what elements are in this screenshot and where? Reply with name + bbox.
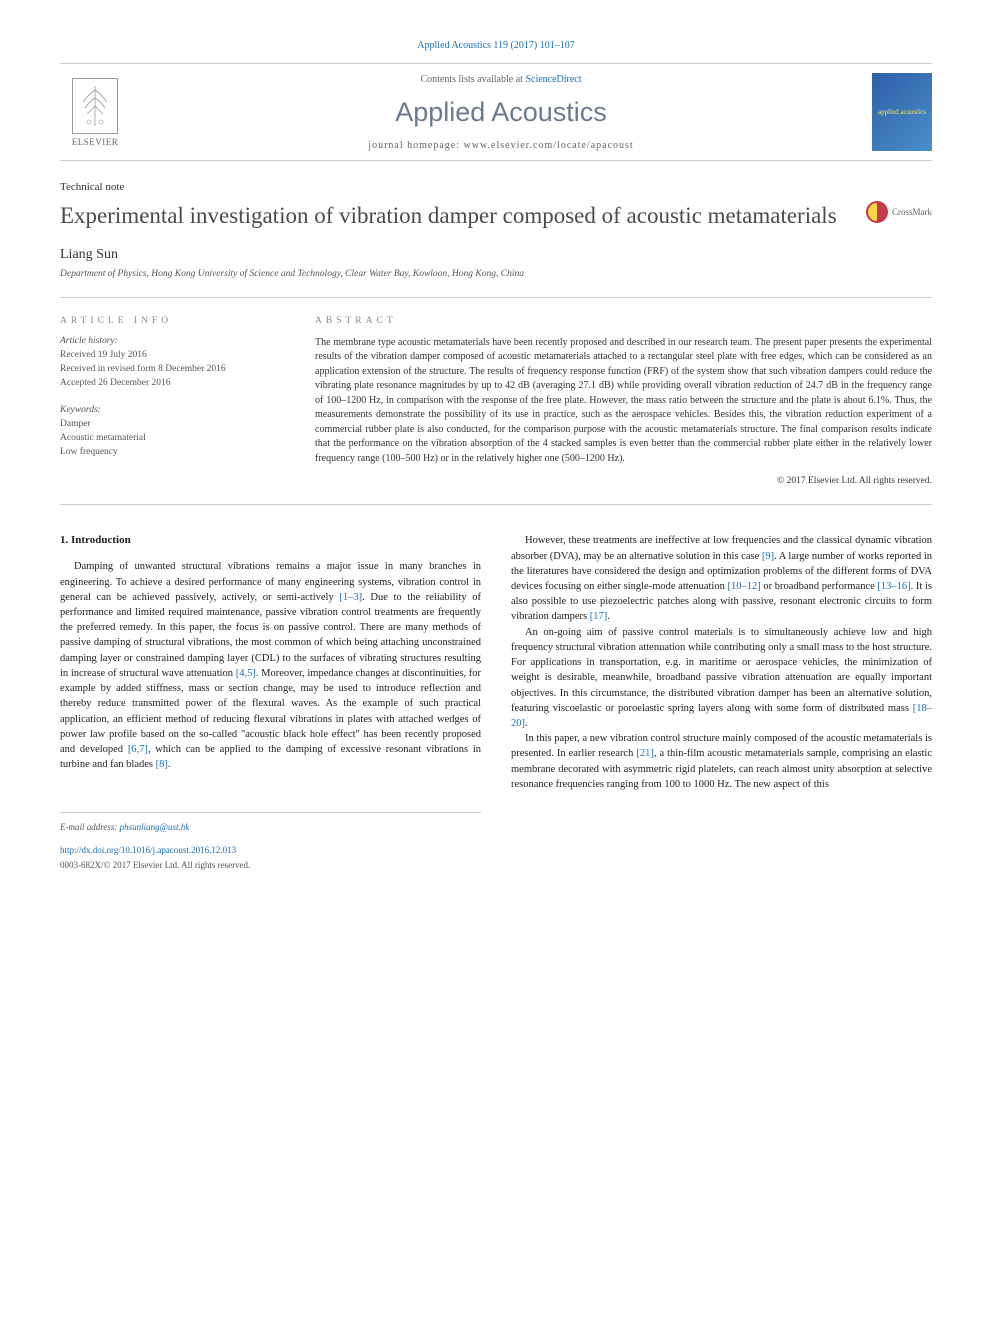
abstract-column: ABSTRACT The membrane type acoustic meta… <box>315 316 932 487</box>
author-affiliation: Department of Physics, Hong Kong Univers… <box>60 269 932 279</box>
body-column-right: However, these treatments are ineffectiv… <box>511 533 932 872</box>
homepage-prefix: journal homepage: <box>368 140 463 151</box>
email-link[interactable]: phsunliang@ust.hk <box>120 822 190 832</box>
article-title: Experimental investigation of vibration … <box>60 201 866 231</box>
history-received: Received 19 July 2016 <box>60 348 285 362</box>
text-fragment: An on-going aim of passive control mater… <box>511 627 932 714</box>
ref-link-21[interactable]: [21] <box>636 748 654 759</box>
author-name: Liang Sun <box>60 247 932 263</box>
crossmark-badge[interactable]: CrossMark <box>866 201 932 223</box>
journal-header-bar: ELSEVIER Contents lists available at Sci… <box>60 63 932 161</box>
ref-link-8[interactable]: [8] <box>156 759 168 770</box>
issn-line: 0003-682X/© 2017 Elsevier Ltd. All right… <box>60 859 481 872</box>
email-label: E-mail address: <box>60 822 120 832</box>
article-info-column: ARTICLE INFO Article history: Received 1… <box>60 316 285 487</box>
ref-link-4-5[interactable]: [4,5] <box>236 668 256 679</box>
abstract-heading: ABSTRACT <box>315 316 932 326</box>
cover-text: applied acoustics <box>878 108 926 116</box>
ref-link-13-16[interactable]: [13–16] <box>877 581 910 592</box>
homepage-url[interactable]: www.elsevier.com/locate/apacoust <box>464 140 634 151</box>
text-fragment: . Moreover, impedance changes at discont… <box>60 668 481 755</box>
text-fragment: . <box>525 718 528 729</box>
elsevier-logo[interactable]: ELSEVIER <box>60 72 130 152</box>
keyword-3: Low frequency <box>60 445 285 459</box>
crossmark-icon <box>866 201 888 223</box>
intro-para-3: An on-going aim of passive control mater… <box>511 625 932 732</box>
keywords-label: Keywords: <box>60 405 285 415</box>
journal-cover-thumb[interactable]: applied acoustics <box>872 73 932 151</box>
ref-link-6-7[interactable]: [6,7] <box>128 744 148 755</box>
crossmark-label: CrossMark <box>892 207 932 217</box>
header-citation: Applied Acoustics 119 (2017) 101–107 <box>60 40 932 51</box>
elsevier-tree-icon <box>72 78 118 134</box>
text-fragment: . <box>607 611 610 622</box>
doi-link[interactable]: http://dx.doi.org/10.1016/j.apacoust.201… <box>60 844 481 857</box>
ref-link-10-12[interactable]: [10–12] <box>727 581 760 592</box>
ref-link-9[interactable]: [9] <box>762 551 774 562</box>
history-label: Article history: <box>60 336 285 346</box>
body-column-left: 1. Introduction Damping of unwanted stru… <box>60 533 481 872</box>
intro-para-1: Damping of unwanted structural vibration… <box>60 559 481 772</box>
text-fragment: or broadband performance <box>761 581 878 592</box>
history-accepted: Accepted 26 December 2016 <box>60 376 285 390</box>
journal-center-block: Contents lists available at ScienceDirec… <box>130 74 872 151</box>
contents-line: Contents lists available at ScienceDirec… <box>130 74 872 85</box>
intro-para-2: However, these treatments are ineffectiv… <box>511 533 932 624</box>
keyword-2: Acoustic metamaterial <box>60 431 285 445</box>
body-columns: 1. Introduction Damping of unwanted stru… <box>60 533 932 872</box>
email-line: E-mail address: phsunliang@ust.hk <box>60 821 481 834</box>
abstract-copyright: © 2017 Elsevier Ltd. All rights reserved… <box>315 476 932 486</box>
footer-block: E-mail address: phsunliang@ust.hk http:/… <box>60 812 481 872</box>
journal-homepage: journal homepage: www.elsevier.com/locat… <box>130 140 872 151</box>
intro-para-4: In this paper, a new vibration control s… <box>511 731 932 792</box>
elsevier-label: ELSEVIER <box>72 137 119 147</box>
text-fragment: . Due to the reliability of performance … <box>60 592 481 679</box>
journal-title: Applied Acoustics <box>130 97 872 128</box>
text-fragment: . <box>168 759 171 770</box>
article-type: Technical note <box>60 181 932 193</box>
sciencedirect-link[interactable]: ScienceDirect <box>525 74 581 85</box>
title-row: Experimental investigation of vibration … <box>60 201 932 247</box>
meta-section: ARTICLE INFO Article history: Received 1… <box>60 297 932 506</box>
contents-prefix: Contents lists available at <box>420 74 525 85</box>
ref-link-1-3[interactable]: [1–3] <box>339 592 362 603</box>
history-revised: Received in revised form 8 December 2016 <box>60 362 285 376</box>
ref-link-17[interactable]: [17] <box>590 611 608 622</box>
info-heading: ARTICLE INFO <box>60 316 285 326</box>
abstract-text: The membrane type acoustic metamaterials… <box>315 336 932 467</box>
keyword-1: Damper <box>60 417 285 431</box>
section-1-heading: 1. Introduction <box>60 533 481 549</box>
